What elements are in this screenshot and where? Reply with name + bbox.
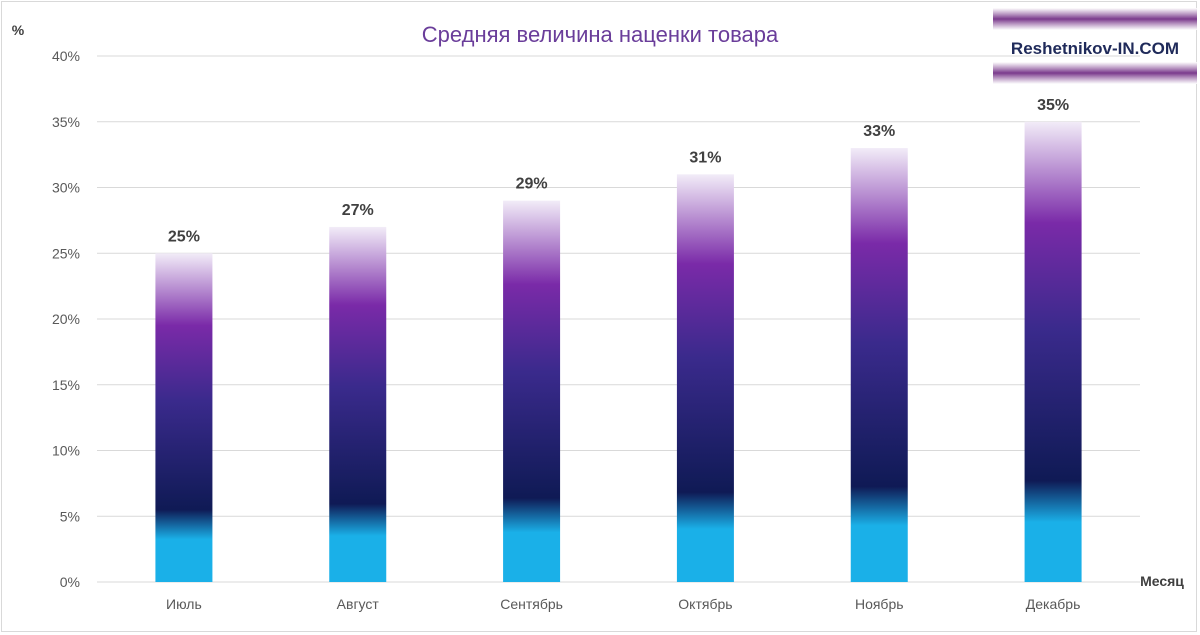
bars (155, 121, 1082, 583)
y-axis-label: % (12, 22, 25, 38)
x-tick-label: Август (337, 596, 380, 612)
y-axis-ticks: 0% 5% 10% 15% 20% 25% 30% 35% 40% (52, 48, 80, 590)
x-axis-ticks: Июль Август Сентябрь Октябрь Ноябрь Декабрь (166, 596, 1080, 612)
watermark-text: Reshetnikov-IN.COM (1011, 39, 1179, 58)
value-label: 33% (863, 123, 895, 140)
x-tick-label: Июль (166, 596, 202, 612)
value-labels: 25% 27% 29% 31% 33% 35% (168, 97, 1069, 246)
value-label: 25% (168, 228, 200, 245)
y-tick-label: 20% (52, 311, 80, 327)
value-label: 29% (516, 176, 548, 193)
bar-1 (155, 253, 213, 582)
watermark-logo: Reshetnikov-IN.COM (993, 8, 1197, 84)
watermark-band-top (993, 8, 1197, 30)
bar-5 (850, 148, 908, 583)
bar-3 (503, 200, 561, 582)
bar-4 (676, 174, 734, 582)
gridlines (97, 55, 1140, 583)
bar-2 (329, 226, 387, 582)
value-label: 31% (689, 149, 721, 166)
watermark-band-bottom (993, 62, 1197, 84)
x-tick-label: Декабрь (1026, 596, 1081, 612)
y-tick-label: 10% (52, 443, 80, 459)
y-tick-label: 30% (52, 180, 80, 196)
y-tick-label: 0% (60, 574, 80, 590)
value-label: 35% (1037, 97, 1069, 114)
x-tick-label: Ноябрь (855, 596, 904, 612)
x-axis-label: Месяц (1140, 573, 1184, 589)
x-tick-label: Октябрь (678, 596, 732, 612)
y-tick-label: 35% (52, 114, 80, 130)
chart-title: Средняя величина наценки товара (422, 22, 779, 47)
y-tick-label: 40% (52, 48, 80, 64)
value-label: 27% (342, 202, 374, 219)
bar-6 (1024, 121, 1082, 582)
x-tick-label: Сентябрь (500, 596, 563, 612)
y-tick-label: 15% (52, 377, 80, 393)
y-tick-label: 25% (52, 245, 80, 261)
y-tick-label: 5% (60, 508, 80, 524)
